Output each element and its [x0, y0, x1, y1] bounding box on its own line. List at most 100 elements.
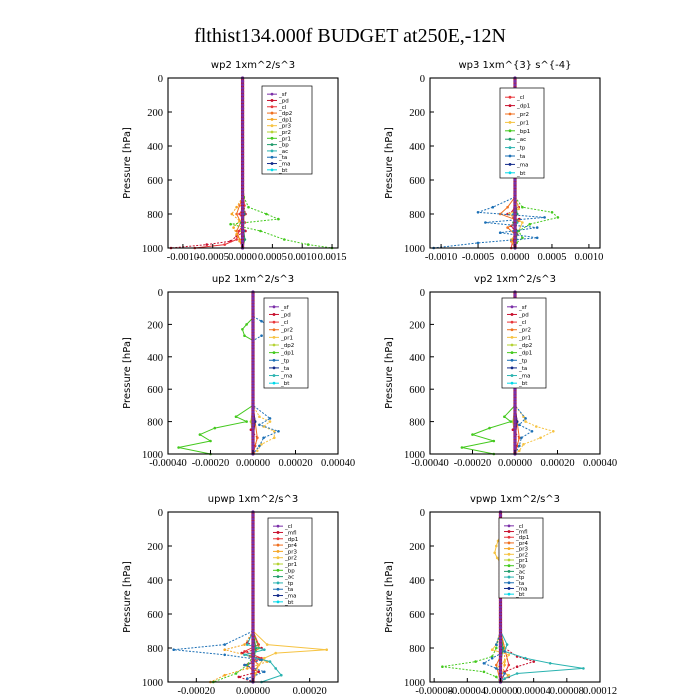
data-point: [484, 221, 487, 224]
legend: _cl_mfl_dp1_pr4_pr3_pr2_pr1_bp_ac_tp_ta_…: [267, 517, 313, 607]
y-tick-label: 1000: [142, 678, 163, 689]
data-point: [488, 426, 491, 430]
legend-marker: [507, 581, 511, 585]
legend-entry: _dp1: [280, 351, 294, 357]
legend-marker: [507, 552, 511, 556]
data-point: [513, 198, 517, 202]
legend-entry: _sf: [278, 92, 288, 98]
data-point: [513, 397, 517, 401]
panel-6: vpwp 1xm^2/s^3 Pressure [hPa] 0 200 400 600 80…: [384, 494, 617, 697]
x-tick-label: 0.00000: [483, 686, 517, 697]
data-point: [223, 653, 226, 657]
data-point: [524, 417, 527, 420]
data-point: [524, 420, 527, 423]
data-point: [498, 643, 503, 647]
data-point: [498, 629, 503, 633]
legend-marker: [276, 549, 280, 553]
data-point: [498, 598, 503, 603]
data-point: [213, 426, 217, 430]
data-point: [251, 377, 255, 382]
legend-marker: [507, 530, 511, 533]
legend: _sf_pd _cl _pr2_pr1 _dp2 _dp1_tp _ta _ma_bt: [263, 297, 309, 389]
legend-marker: [510, 320, 514, 324]
data-point: [251, 384, 255, 388]
panel-1: wp2 1xm^2/s^3 Pressure [hPa] 0 200 400 600 800…: [122, 60, 346, 263]
data-point: [513, 192, 517, 196]
data-point: [498, 673, 503, 677]
data-point: [517, 207, 520, 211]
data-point: [251, 313, 255, 317]
data-point: [306, 243, 310, 246]
data-point: [277, 217, 280, 221]
legend-marker: [508, 112, 512, 116]
data-point: [251, 578, 255, 582]
data-point: [240, 107, 245, 111]
legend-marker: [507, 592, 511, 596]
data-point: [518, 449, 521, 453]
legend-marker: [508, 171, 512, 175]
data-point: [251, 309, 255, 314]
data-point: [251, 602, 255, 606]
data-point: [246, 643, 249, 646]
data-point: [550, 211, 554, 214]
data-point: [513, 420, 517, 424]
data-point: [251, 423, 255, 427]
legend-box: [499, 87, 545, 179]
x-tick-label: 0.00040: [583, 458, 617, 469]
data-point: [251, 656, 255, 660]
x-tick-label: -0.00020: [192, 458, 230, 469]
data-point: [230, 212, 234, 216]
legend-marker: [272, 305, 276, 309]
data-point: [243, 643, 246, 646]
x-tick-label: -0.0005: [197, 252, 229, 263]
y-tick-label: 800: [147, 210, 163, 221]
data-point: [223, 243, 226, 246]
data-point: [265, 643, 269, 646]
legend-entry: _pr1: [516, 120, 529, 126]
legend-marker: [270, 111, 274, 115]
data-point: [240, 195, 245, 199]
data-point: [535, 236, 539, 240]
data-point: [495, 544, 498, 548]
legend-entry: _ac: [515, 569, 525, 575]
data-point: [240, 141, 245, 145]
legend-marker: [272, 335, 276, 339]
data-point: [251, 575, 255, 579]
data-point: [498, 609, 503, 613]
data-point: [507, 653, 511, 657]
data-point: [495, 667, 498, 670]
data-point: [513, 212, 517, 216]
data-point: [251, 666, 255, 671]
data-point: [513, 209, 517, 213]
data-point: [235, 205, 238, 209]
legend-marker: [510, 381, 514, 385]
data-point: [251, 426, 255, 430]
x-tick-label: 0.0000: [228, 252, 257, 263]
data-point: [240, 117, 245, 121]
data-point: [251, 595, 255, 599]
legend-marker: [510, 313, 514, 316]
legend-entry: _cl: [518, 320, 527, 326]
legend-entry: _sf: [518, 305, 528, 311]
legend-marker: [508, 146, 512, 150]
data-point: [509, 420, 513, 423]
legend-marker: [270, 136, 274, 140]
data-point: [251, 348, 255, 352]
data-point: [268, 417, 272, 420]
data-point: [476, 241, 480, 245]
y-tick-label: 200: [409, 108, 425, 119]
x-tick-label: 0.0000: [501, 252, 530, 263]
legend-entry: _pr1: [280, 335, 293, 341]
data-point: [251, 413, 255, 417]
data-point: [498, 622, 503, 626]
x-tick-label: 0.0010: [574, 252, 603, 263]
data-point: [177, 446, 180, 449]
data-point: [251, 390, 255, 395]
legend-entry: _bt: [518, 381, 528, 387]
data-point: [251, 319, 255, 323]
data-point: [240, 215, 245, 219]
x-tick-label: -0.0010: [425, 252, 457, 263]
data-point: [240, 219, 245, 223]
data-point: [245, 323, 248, 326]
data-point: [251, 394, 255, 398]
